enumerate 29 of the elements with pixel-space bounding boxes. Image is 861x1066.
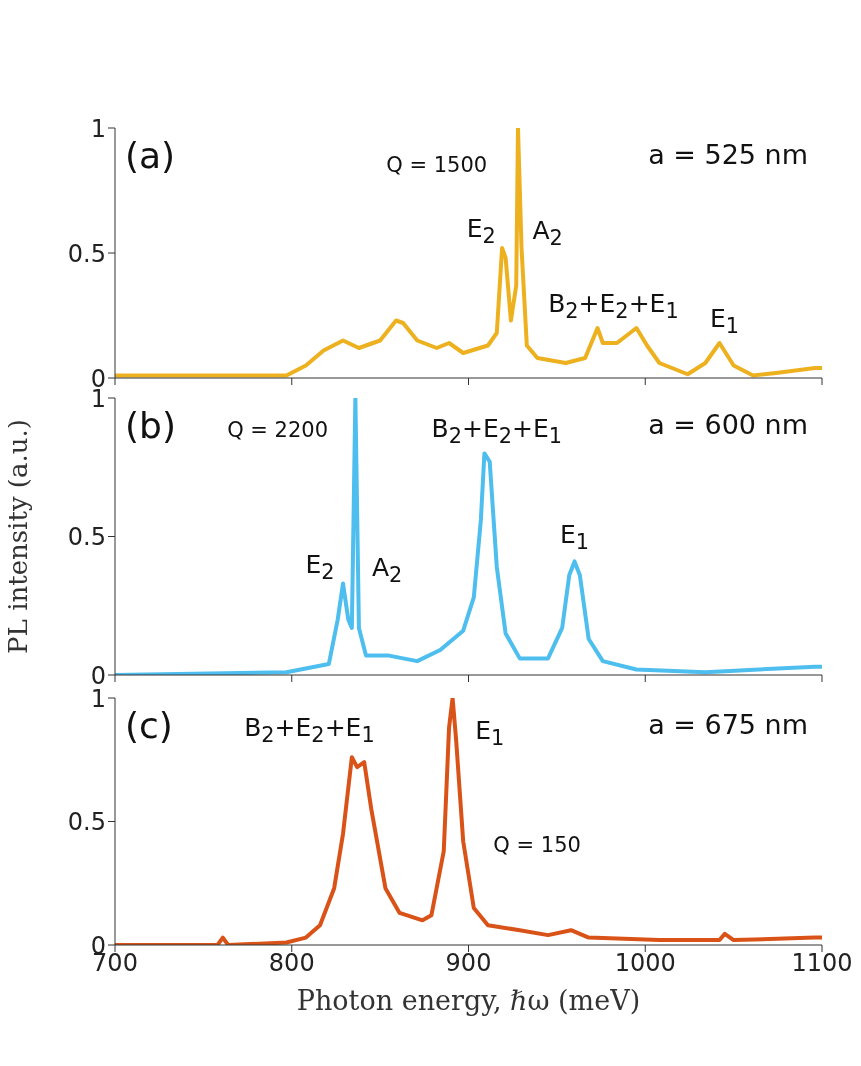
x-tick-label: 800	[268, 949, 315, 978]
mode-label: A$_{2}$	[532, 216, 563, 250]
y-tick-label: 0.5	[67, 523, 106, 552]
mode-label: E$_{1}$	[560, 520, 590, 553]
lattice-constant-note: a = 675 nm	[648, 710, 808, 740]
y-tick-label: 0.5	[67, 808, 106, 837]
y-tick-label: 0.5	[67, 239, 106, 268]
mode-label: A$_{2}$	[372, 553, 403, 587]
mode-label: B$_{2}$+E$_{2}$+E$_{1}$	[548, 289, 679, 322]
panel-letter: (a)	[125, 136, 176, 176]
x-tick-label: 900	[445, 949, 492, 978]
y-axis-title: PL intensity (a.u.)	[3, 419, 34, 654]
x-tick-label: 1000	[614, 949, 676, 978]
lattice-constant-note: a = 600 nm	[648, 410, 808, 440]
mode-label: E$_{1}$	[709, 304, 739, 337]
mode-label: E$_{2}$	[305, 550, 335, 584]
panel-letter: (b)	[125, 406, 176, 446]
mode-label: E$_{2}$	[466, 214, 496, 247]
y-tick-label: 1	[90, 114, 106, 143]
mode-label: B$_{2}$+E$_{2}$+E$_{1}$	[244, 713, 375, 747]
quality-factor-note: Q = 1500	[386, 153, 488, 178]
lattice-constant-note: a = 525 nm	[648, 140, 808, 170]
x-axis-title: Photon energy, ℏω (meV)	[296, 985, 641, 1016]
mode-label: E$_{1}$	[475, 716, 505, 750]
panel-letter: (c)	[125, 706, 173, 746]
quality-factor-note: Q = 150	[493, 834, 581, 858]
quality-factor-note: Q = 2200	[227, 419, 329, 443]
x-tick-label: 1100	[791, 949, 853, 978]
mode-label: B$_{2}$+E$_{2}$+E$_{1}$	[431, 414, 562, 448]
